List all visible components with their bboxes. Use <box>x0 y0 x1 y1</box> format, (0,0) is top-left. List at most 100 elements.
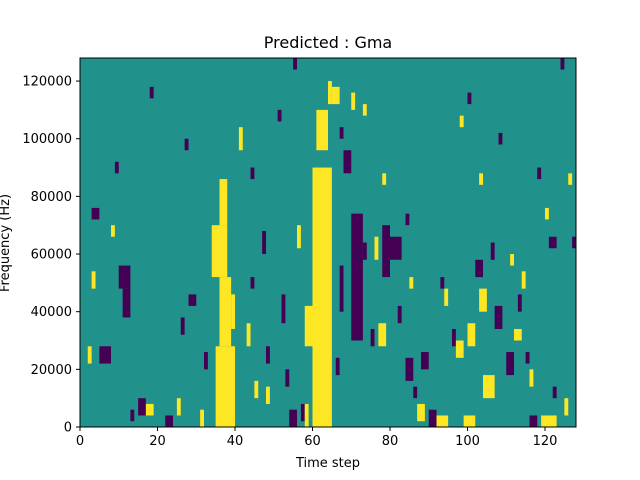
heatmap-cell <box>231 294 236 329</box>
heatmap-cell <box>382 225 390 278</box>
heatmap-cell <box>289 409 297 427</box>
x-axis: 0 20 40 60 80 100 120 <box>76 427 558 449</box>
plot-frame <box>79 57 577 428</box>
heatmap-cell <box>421 352 429 370</box>
heatmap-cell <box>525 352 530 364</box>
y-tick-label: 100000 <box>22 132 72 147</box>
heatmap-cell <box>293 58 298 70</box>
x-tick-label: 60 <box>304 434 321 449</box>
heatmap-cell <box>130 409 135 422</box>
heatmap-cell <box>316 109 329 151</box>
heatmap-cell <box>506 352 514 376</box>
heatmap-cell <box>382 173 387 185</box>
heatmap-cell <box>238 127 243 151</box>
heatmap-cell <box>452 328 456 347</box>
heatmap-cell <box>184 138 189 151</box>
heatmap-cell <box>180 317 185 335</box>
heatmap-cell <box>285 369 290 387</box>
heatmap-cell <box>331 86 340 105</box>
heatmap-cell <box>479 288 487 312</box>
heatmap-cell <box>545 207 549 220</box>
heatmap-cell <box>397 305 402 324</box>
heatmap-cell <box>277 109 282 122</box>
heatmap-cell <box>417 403 425 422</box>
heatmap-cell <box>444 288 449 306</box>
y-tick-label: 80000 <box>31 190 72 205</box>
heatmap-cell <box>328 81 332 105</box>
heatmap-cell <box>455 340 464 358</box>
heatmap-cell <box>219 277 232 347</box>
heatmap-cell <box>479 173 484 185</box>
heatmap-cell <box>413 386 418 399</box>
heatmap-cell <box>537 167 542 180</box>
heatmap-cell <box>215 346 236 427</box>
heatmap-cell <box>494 305 503 329</box>
y-tick-label: 60000 <box>31 248 72 263</box>
heatmap-cell <box>351 92 356 110</box>
heatmap-cell <box>266 386 270 404</box>
heatmap-cell <box>378 323 387 347</box>
heatmap-cell <box>114 161 119 174</box>
heatmap-cell <box>118 265 131 289</box>
heatmap-cell <box>436 415 449 427</box>
heatmap-cell <box>266 346 270 364</box>
heatmap-cell <box>262 230 267 255</box>
heatmap-cell <box>300 403 305 422</box>
heatmap-cell <box>246 323 251 347</box>
chart-title: Predicted : Gma <box>264 33 392 52</box>
x-tick-label: 120 <box>533 434 558 449</box>
heatmap-cell <box>304 403 309 427</box>
heatmap-cell <box>335 357 340 376</box>
heatmap-cell <box>87 346 92 364</box>
heatmap-cell <box>250 277 255 289</box>
y-tick-label: 0 <box>64 421 72 436</box>
heatmap-cell <box>467 92 472 105</box>
heatmap-cell <box>409 277 414 289</box>
heatmap-cell <box>339 127 344 139</box>
x-tick-label: 40 <box>227 434 244 449</box>
heatmap-cell <box>138 398 146 416</box>
heatmap-cell <box>145 403 154 416</box>
heatmap-cell <box>362 242 367 260</box>
heatmap-cell <box>111 225 115 237</box>
heatmap-cell <box>541 415 557 427</box>
heatmap-cell <box>320 196 325 214</box>
heatmap-cell <box>149 86 154 99</box>
y-tick-label: 40000 <box>31 305 72 320</box>
heatmap-cell <box>281 294 286 324</box>
heatmap-cell <box>510 254 515 266</box>
x-tick-label: 80 <box>382 434 399 449</box>
x-tick-label: 100 <box>455 434 480 449</box>
plot-area <box>79 57 577 428</box>
heatmap-cell <box>339 265 344 312</box>
heatmap-cell <box>521 271 526 289</box>
heatmap-cell <box>370 328 375 347</box>
heatmap-cell <box>440 277 445 289</box>
heatmap-cell <box>483 375 495 399</box>
heatmap-cell <box>548 236 557 249</box>
heatmap-cell <box>529 369 534 387</box>
x-axis-label: Time step <box>295 456 360 471</box>
heatmap-cell <box>405 213 410 226</box>
heatmap-cell <box>514 328 522 341</box>
y-tick-label: 20000 <box>31 363 72 378</box>
heatmap-cell <box>572 236 577 249</box>
y-axis: 0 20000 40000 60000 80000 100000 120000 <box>22 75 80 436</box>
y-axis-label: Frequency (Hz) <box>0 194 13 292</box>
heatmap-cell <box>91 271 96 289</box>
heatmap-cell <box>297 225 301 249</box>
heatmap-cell <box>250 167 255 180</box>
heatmap-cell <box>362 104 367 116</box>
heatmap-cell <box>312 167 332 428</box>
heatmap-cell <box>343 150 352 174</box>
heatmap-cell <box>467 323 476 347</box>
heatmap-cell <box>560 58 565 70</box>
heatmap-cell <box>529 415 538 427</box>
heatmap-cell <box>552 386 557 399</box>
heatmap-cell <box>564 398 569 416</box>
heatmap-cell <box>219 179 228 226</box>
x-tick-label: 0 <box>76 434 84 449</box>
heatmap-cell <box>490 242 495 260</box>
x-tick-label: 20 <box>149 434 166 449</box>
heatmap-cell <box>165 415 173 427</box>
